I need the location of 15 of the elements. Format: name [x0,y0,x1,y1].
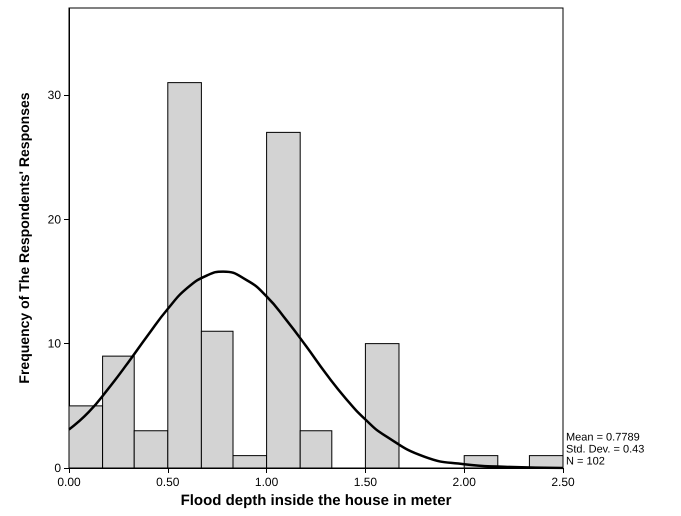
x-tick-label: 0.00 [57,475,81,489]
x-tick-label: 1.00 [254,475,279,489]
y-tick-label: 30 [48,88,62,102]
x-tick-label: 0.50 [156,475,180,489]
x-axis-title: Flood depth inside the house in meter [180,492,452,509]
y-tick-label: 10 [48,336,62,351]
x-tick-label: 1.50 [354,475,378,489]
y-tick-label: 20 [48,212,62,226]
y-axis-title: Frequency of The Respondents' Responses [16,92,32,384]
x-tick-label: 2.50 [551,475,575,489]
text: Std. Dev. = 0.43 [566,444,644,456]
x-tick-label: 2.00 [452,475,476,489]
y-tick-label: 0 [54,461,62,475]
text: N = 102 [566,456,605,468]
text: Mean = 0.7789 [566,432,640,444]
